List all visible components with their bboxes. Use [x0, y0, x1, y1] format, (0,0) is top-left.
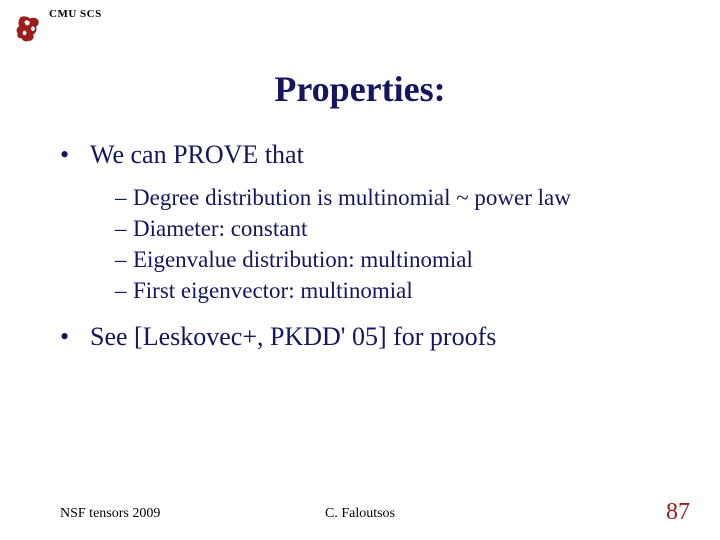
- slide-content: • We can PROVE that – Degree distributio…: [60, 140, 680, 364]
- sub-bullet-item: – Diameter: constant: [115, 213, 680, 244]
- dash-marker: –: [115, 244, 133, 275]
- dash-marker: –: [115, 275, 133, 306]
- page-number: 87: [666, 499, 690, 526]
- sub-bullet-text: Degree distribution is multinomial ~ pow…: [133, 182, 571, 213]
- footer-center-text: C. Faloutsos: [0, 506, 720, 522]
- sub-bullet-item: – Degree distribution is multinomial ~ p…: [115, 182, 680, 213]
- bullet-marker: •: [60, 140, 90, 170]
- sub-bullet-text: Eigenvalue distribution: multinomial: [133, 244, 473, 275]
- bullet-text: We can PROVE that: [90, 140, 304, 170]
- sub-bullet-item: – Eigenvalue distribution: multinomial: [115, 244, 680, 275]
- slide-title: Properties:: [0, 68, 720, 110]
- header-label: CMU SCS: [49, 8, 102, 20]
- slide-footer: NSF tensors 2009 C. Faloutsos 87: [0, 498, 720, 522]
- bullet-item: • See [Leskovec+, PKDD' 05] for proofs: [60, 322, 680, 352]
- sub-bullet-text: Diameter: constant: [133, 213, 307, 244]
- dash-marker: –: [115, 213, 133, 244]
- sub-bullet-list: – Degree distribution is multinomial ~ p…: [115, 182, 680, 306]
- bullet-item: • We can PROVE that: [60, 140, 680, 170]
- slide-header: CMU SCS: [15, 8, 102, 44]
- bullet-marker: •: [60, 322, 90, 352]
- dash-marker: –: [115, 182, 133, 213]
- bullet-text: See [Leskovec+, PKDD' 05] for proofs: [90, 322, 496, 352]
- cmu-scotty-logo-icon: [15, 14, 43, 44]
- sub-bullet-item: – First eigenvector: multinomial: [115, 275, 680, 306]
- sub-bullet-text: First eigenvector: multinomial: [133, 275, 413, 306]
